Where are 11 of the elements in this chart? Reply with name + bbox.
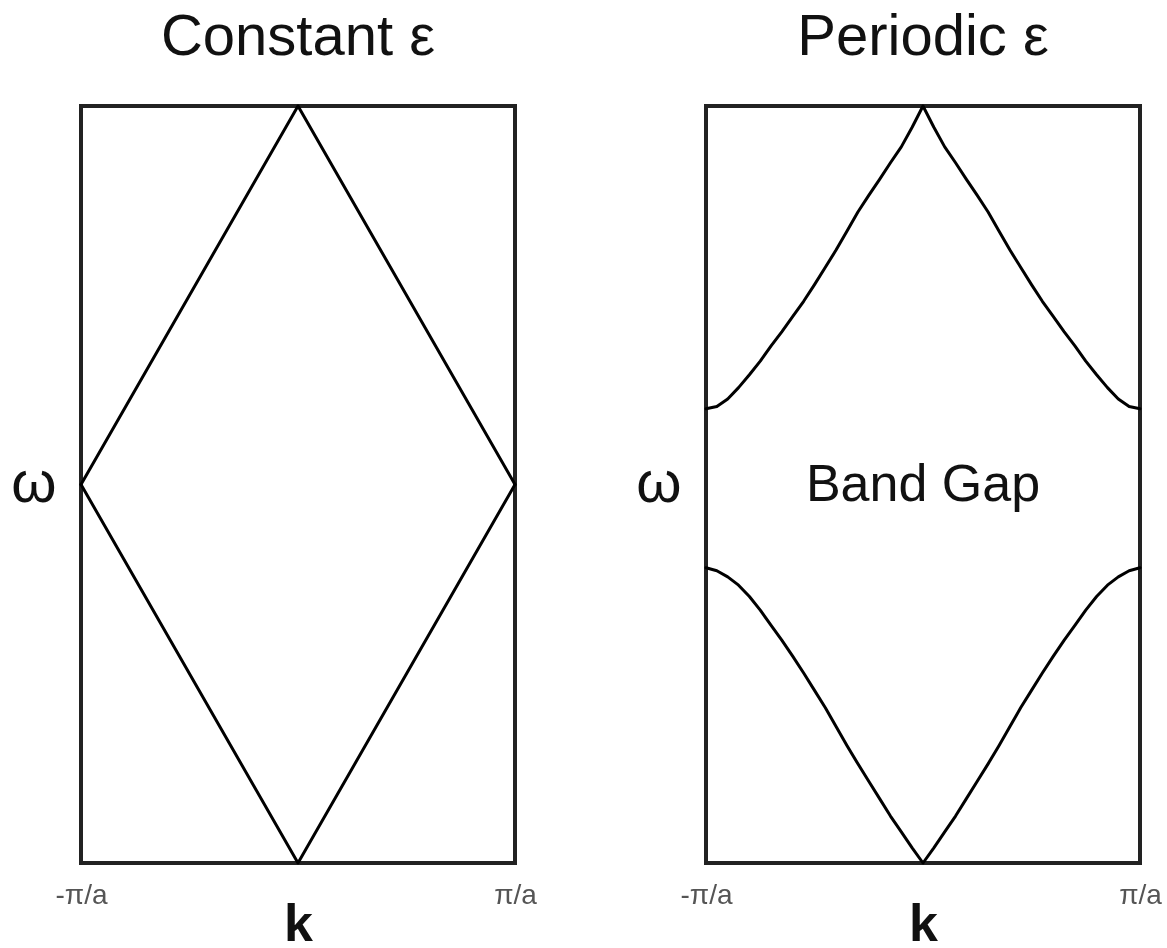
x-axis-title: k <box>909 893 939 948</box>
annotation: Band Gap <box>805 453 1041 512</box>
y-axis-title: ω <box>11 449 57 514</box>
x-tick-label: π/a <box>494 878 538 910</box>
x-tick-label: -π/a <box>680 878 733 910</box>
x-tick-label: -π/a <box>55 878 108 910</box>
x-axis-title: k <box>284 893 314 948</box>
chart-title: Constant ε <box>160 1 436 67</box>
chart-title: Periodic ε <box>797 1 1049 67</box>
x-tick-label: π/a <box>1119 878 1163 910</box>
y-axis-title: ω <box>636 449 682 514</box>
